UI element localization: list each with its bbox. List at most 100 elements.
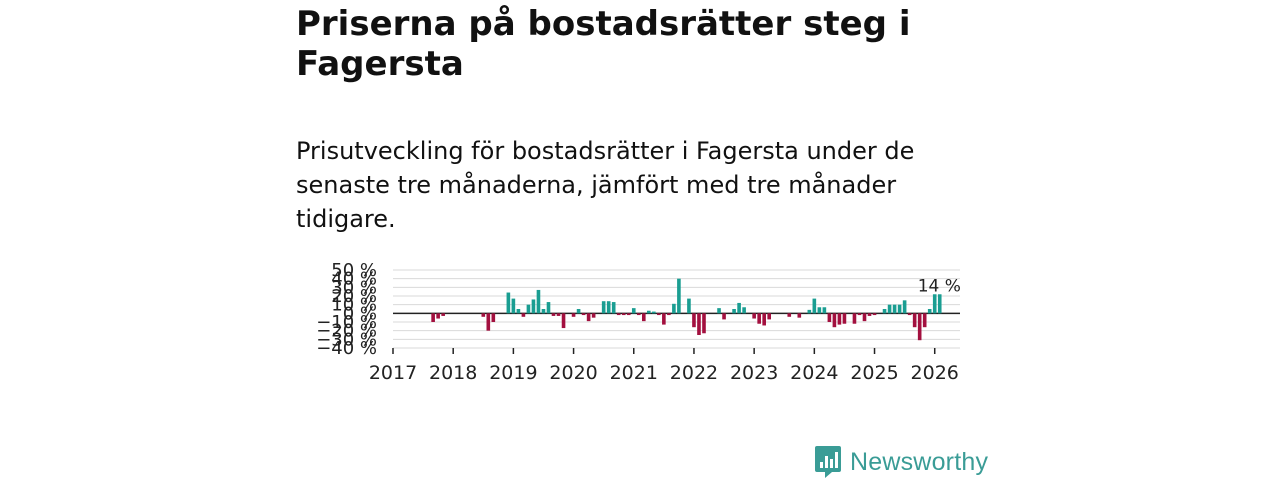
bar	[556, 313, 561, 316]
bar	[857, 313, 862, 316]
bar	[586, 313, 591, 322]
bar	[436, 313, 440, 319]
y-tick-label: 10 %	[331, 295, 377, 316]
bar	[516, 309, 521, 314]
bar	[551, 313, 556, 316]
bar	[672, 303, 676, 314]
bar	[506, 292, 511, 314]
bar	[902, 300, 907, 314]
bar	[762, 313, 766, 326]
bar	[927, 309, 932, 314]
brand-name: Newsworthy	[850, 447, 989, 476]
bar	[722, 313, 726, 320]
bar	[817, 307, 822, 314]
bar	[842, 313, 847, 324]
bar	[546, 302, 551, 314]
bar	[812, 298, 817, 314]
bar	[486, 313, 491, 331]
bar	[606, 301, 611, 314]
bar	[571, 313, 576, 317]
bar-series	[431, 278, 942, 341]
x-tick-label: 2019	[489, 362, 537, 384]
bar	[837, 313, 842, 325]
bar	[807, 309, 812, 314]
bar	[892, 304, 897, 314]
bar	[621, 313, 626, 316]
x-tick-label: 2024	[790, 362, 838, 384]
bar	[697, 313, 701, 335]
bar	[652, 311, 656, 314]
newsworthy-logo-icon	[815, 446, 841, 478]
bar	[887, 304, 892, 314]
bar	[897, 304, 902, 314]
x-tick-label: 2025	[850, 362, 898, 384]
bar	[521, 313, 526, 317]
bar	[431, 313, 435, 322]
y-tick-label: −10 %	[316, 312, 377, 333]
bar	[917, 313, 922, 341]
bar	[576, 309, 581, 314]
x-tick-label: 2021	[610, 362, 658, 384]
bar	[636, 313, 641, 316]
x-axis: 2017 2018 2019 2020 2021 2022 2023 2024 2025 2026	[369, 348, 959, 384]
chart-title: Priserna på bostadsrätter steg i Fagerst…	[296, 4, 911, 84]
bar	[832, 313, 837, 328]
bar	[767, 313, 771, 320]
bar	[601, 301, 606, 314]
bar	[641, 313, 646, 322]
bar	[687, 298, 691, 314]
bar-chart: −40 %−30 %−20 %−10 %0 %10 %20 %30 %40 %5…	[316, 260, 961, 384]
bar	[692, 313, 696, 328]
bar	[591, 313, 596, 318]
bar	[647, 310, 651, 314]
bar	[862, 313, 867, 322]
bar	[611, 302, 616, 314]
bar	[737, 302, 741, 314]
bar	[932, 294, 937, 314]
y-tick-label: −40 %	[316, 338, 377, 359]
bar	[626, 313, 631, 316]
bar	[867, 313, 872, 316]
bar	[536, 289, 541, 314]
last-value-label: 14 %	[918, 276, 961, 296]
bar	[481, 313, 486, 317]
bar	[787, 313, 792, 317]
y-tick-label: 20 %	[331, 286, 377, 307]
bar	[742, 307, 746, 314]
bar	[937, 294, 942, 314]
newsworthy-logo[interactable]: Newsworthy	[814, 444, 988, 480]
y-tick-label: −30 %	[316, 329, 377, 350]
bar	[907, 313, 912, 316]
bar	[827, 313, 832, 322]
bar	[616, 313, 621, 316]
bar	[922, 313, 927, 328]
bar	[872, 313, 877, 316]
bar	[677, 278, 681, 314]
x-tick-label: 2022	[670, 362, 718, 384]
bar	[491, 313, 496, 322]
bar	[441, 313, 445, 316]
bar	[882, 309, 887, 314]
bar	[526, 304, 531, 314]
x-tick-label: 2018	[429, 362, 477, 384]
x-tick-label: 2020	[549, 362, 597, 384]
bar	[822, 307, 827, 314]
bar	[541, 309, 546, 314]
bar	[702, 313, 706, 334]
y-tick-label: 30 %	[331, 277, 377, 298]
bar	[511, 298, 516, 314]
y-axis-tick-labels: −40 %−30 %−20 %−10 %0 %10 %20 %30 %40 %5…	[316, 260, 377, 359]
x-tick-label: 2023	[730, 362, 778, 384]
bar	[797, 313, 802, 318]
bar	[757, 313, 761, 324]
x-tick-label: 2017	[369, 362, 417, 384]
bar	[662, 313, 666, 325]
bar	[852, 313, 857, 324]
bar	[631, 308, 636, 314]
y-tick-label: 50 %	[331, 260, 377, 281]
y-tick-label: 0 %	[343, 303, 377, 324]
bar	[657, 313, 661, 316]
bar	[752, 313, 756, 319]
bar	[561, 313, 566, 329]
bar	[531, 299, 536, 314]
